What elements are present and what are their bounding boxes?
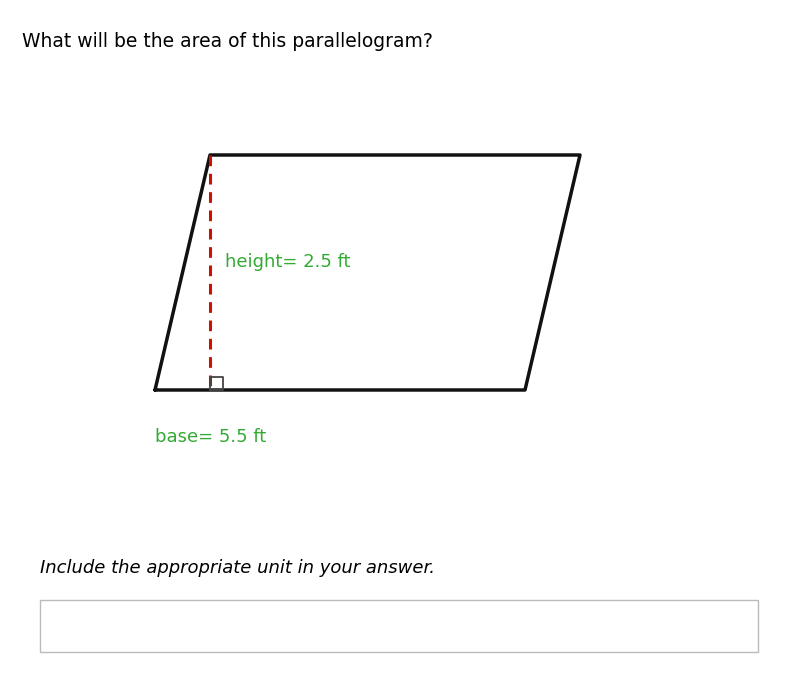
Text: height= 2.5 ft: height= 2.5 ft [225,253,350,271]
Text: What will be the area of this parallelogram?: What will be the area of this parallelog… [22,32,433,51]
Polygon shape [155,155,580,390]
Text: base= 5.5 ft: base= 5.5 ft [155,428,266,446]
Text: Include the appropriate unit in your answer.: Include the appropriate unit in your ans… [40,559,435,577]
Bar [40,600,758,652]
